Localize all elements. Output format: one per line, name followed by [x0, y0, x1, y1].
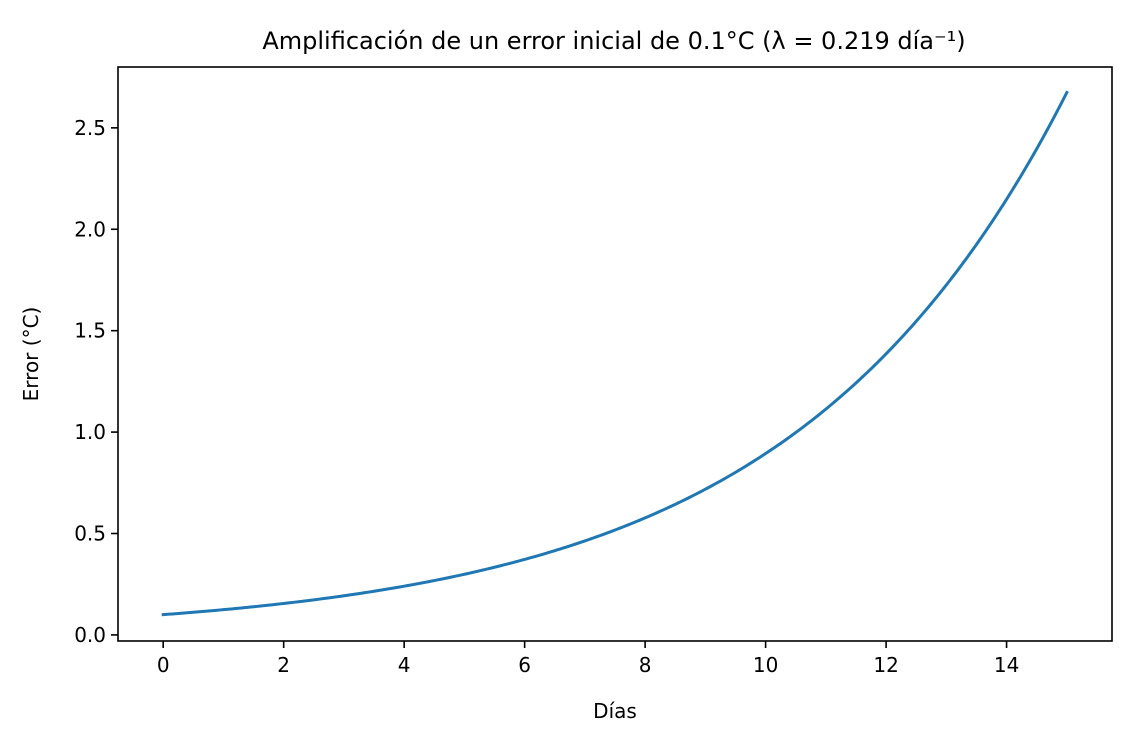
x-tick-label: 8 [639, 653, 652, 677]
x-tick-label: 12 [873, 653, 898, 677]
x-tick-label: 2 [277, 653, 290, 677]
series-line [161, 90, 1069, 617]
x-tick-label: 0 [157, 653, 170, 677]
y-tick-label: 2.0 [74, 217, 106, 241]
chart-title: Amplificación de un error inicial de 0.1… [262, 27, 965, 55]
x-axis-ticks: 0 2 4 6 8 10 12 14 [157, 641, 1019, 677]
x-tick-label: 14 [994, 653, 1019, 677]
x-tick-label: 4 [398, 653, 411, 677]
y-tick-label: 2.5 [74, 116, 106, 140]
y-axis-ticks: 0.0 0.5 1.0 1.5 2.0 2.5 [74, 116, 118, 647]
y-tick-label: 1.5 [74, 319, 106, 343]
x-tick-label: 10 [753, 653, 778, 677]
y-tick-label: 0.0 [74, 623, 106, 647]
plot-area [161, 90, 1069, 617]
x-axis-label: Días [593, 699, 637, 723]
y-tick-label: 0.5 [74, 522, 106, 546]
y-tick-label: 1.0 [74, 420, 106, 444]
axes-frame [117, 66, 1113, 642]
x-tick-label: 6 [518, 653, 531, 677]
y-axis-label: Error (°C) [19, 307, 43, 402]
